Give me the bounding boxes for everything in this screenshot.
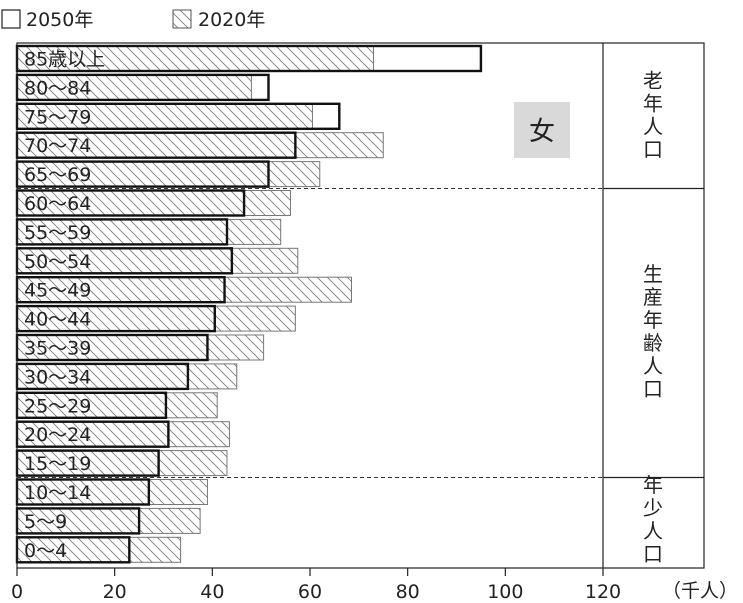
legend: 2050年 2020年 [1, 9, 265, 31]
category-label-16: 5～9 [24, 511, 67, 533]
panel-label-box [514, 102, 570, 158]
group-label-2: 年少人口 [643, 473, 663, 566]
bar-2020-9 [16, 305, 296, 332]
category-label-11: 30～34 [24, 366, 91, 388]
bar-2020-8 [16, 276, 353, 303]
legend-swatch-2020 [172, 9, 192, 29]
category-label-14: 15～19 [24, 453, 91, 475]
bar-2020-0 [16, 45, 374, 72]
category-label-10: 35～39 [24, 338, 91, 360]
category-label-9: 40～44 [24, 309, 91, 331]
bar-2020-2 [16, 103, 313, 130]
legend-label-2020: 2020年 [198, 9, 265, 31]
x-tick-label-4: 80 [396, 581, 420, 603]
bar-area [15, 44, 483, 564]
x-tick-label-3: 60 [298, 581, 322, 603]
bar-2020-10 [16, 334, 265, 361]
category-label-15: 10～14 [24, 482, 91, 504]
x-tick-label-5: 100 [487, 581, 523, 603]
category-label-5: 60～64 [24, 193, 91, 215]
category-label-17: 0～4 [24, 540, 67, 562]
legend-label-2050: 2050年 [26, 9, 93, 31]
category-label-6: 55～59 [24, 222, 91, 244]
category-label-2: 75～79 [24, 106, 91, 128]
category-label-0: 85歳以上 [24, 49, 105, 71]
bar-2020-1 [16, 74, 252, 101]
x-tick-label-0: 0 [11, 581, 23, 603]
plot-frame [16, 42, 705, 569]
x-unit-label: （千人） [662, 580, 738, 602]
category-labels: 85歳以上 80～84 75～79 70～74 65～69 60～64 55～59 50～54… [24, 49, 105, 562]
category-label-12: 25～29 [24, 395, 91, 417]
category-label-8: 45～49 [24, 280, 91, 302]
category-label-13: 20～24 [24, 424, 91, 446]
category-label-1: 80～84 [24, 77, 91, 99]
legend-swatch-2050 [1, 9, 21, 29]
category-label-3: 70～74 [24, 135, 91, 157]
panel-label: 女 [529, 117, 555, 147]
bar-2020-7 [16, 247, 299, 274]
group-label-1: 生産年齢人口 [643, 262, 663, 401]
group-separators [17, 187, 704, 479]
x-tick-label-1: 20 [103, 581, 127, 603]
x-tick-label-2: 40 [200, 581, 224, 603]
category-label-4: 65～69 [24, 164, 91, 186]
x-axis: （千人） 0 20 40 60 80 100 120 [11, 568, 738, 603]
x-tick-label-6: 120 [585, 581, 621, 603]
category-label-7: 50～54 [24, 251, 91, 273]
bar-2020-11 [16, 363, 238, 390]
group-label-0: 老年人口 [643, 68, 663, 161]
